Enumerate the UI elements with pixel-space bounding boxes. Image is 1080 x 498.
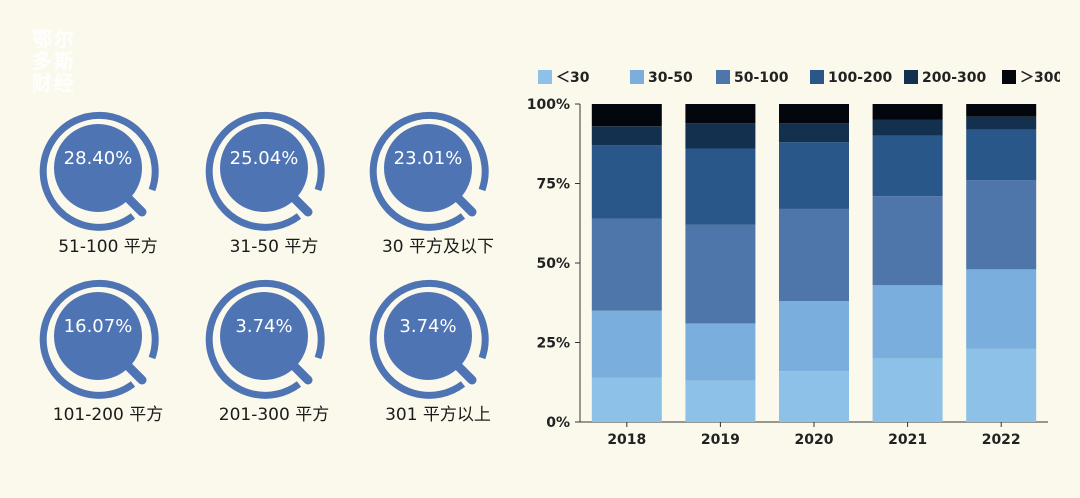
y-tick-label: 75% xyxy=(536,177,570,193)
x-tick-label: 2021 xyxy=(888,432,927,448)
stat-card: 25.04% 31-50 平方 xyxy=(204,108,354,288)
magnifier-icon xyxy=(368,276,498,406)
legend-swatch xyxy=(810,70,824,84)
bar-segment xyxy=(779,208,849,302)
stat-value: 25.04% xyxy=(229,148,299,169)
x-tick-label: 2022 xyxy=(982,432,1021,448)
bar-segment xyxy=(591,145,662,219)
bar-segment xyxy=(872,196,943,286)
bar-segment xyxy=(966,269,1037,349)
stat-card: 23.01% 30 平方及以下 xyxy=(368,108,518,288)
logo-line-3: 财经 xyxy=(32,71,76,95)
bar-segment xyxy=(591,104,662,127)
bar-segment xyxy=(591,218,662,311)
x-tick-label: 2019 xyxy=(701,432,740,448)
bar-segment xyxy=(966,104,1037,117)
logo-line-2: 多斯 xyxy=(32,49,76,73)
legend-label: 200-300 xyxy=(922,70,987,86)
stat-card: 16.07% 101-200 平方 xyxy=(38,276,188,456)
x-tick-label: 2018 xyxy=(607,432,646,448)
stat-label: 31-50 平方 xyxy=(229,237,319,257)
bar-segment xyxy=(779,371,849,422)
bar-segment xyxy=(966,129,1037,181)
bar-segment xyxy=(966,116,1037,130)
legend-label: 100-200 xyxy=(828,70,893,86)
legend-label: ＜30 xyxy=(556,70,590,86)
stat-label: 301 平方以上 xyxy=(385,405,491,425)
legend-label: ＞300 xyxy=(1020,70,1060,86)
stat-card: 3.74% 201-300 平方 xyxy=(204,276,354,456)
bar-segment xyxy=(779,123,849,143)
stat-value: 23.01% xyxy=(393,148,463,169)
stacked-bar-chart: ＜30 30-50 50-100 100-200 200-300 ＞300 0% 25% 50%… xyxy=(527,70,1060,448)
legend-swatch xyxy=(904,70,918,84)
magnifier-icon xyxy=(38,276,168,406)
x-tick-label: 2020 xyxy=(795,432,834,448)
bar-segment xyxy=(685,123,756,149)
bar-segment xyxy=(872,135,943,197)
bar-segment xyxy=(685,323,756,381)
stat-label: 51-100 平方 xyxy=(58,237,158,257)
bar-segment xyxy=(685,380,756,422)
stat-label: 101-200 平方 xyxy=(52,405,164,425)
bar-segment xyxy=(779,104,849,124)
bar-segment xyxy=(872,358,943,422)
stat-card: 28.40% 51-100 平方 xyxy=(38,108,188,288)
bar-segment xyxy=(872,104,943,120)
bar-segment xyxy=(685,148,756,225)
y-tick-label: 0% xyxy=(546,415,570,431)
magnifier-icon xyxy=(38,108,168,238)
logo-line-1: 鄂尔 xyxy=(32,27,76,51)
bar-segment xyxy=(872,119,943,136)
legend-label: 50-100 xyxy=(734,70,789,86)
magnifier-icon xyxy=(204,276,334,406)
legend-swatch xyxy=(716,70,730,84)
bar-segment xyxy=(966,348,1037,422)
stat-label: 201-300 平方 xyxy=(218,405,330,425)
bar-segment xyxy=(779,142,849,209)
legend-label: 30-50 xyxy=(648,70,693,86)
bar-segment xyxy=(779,301,849,372)
magnifier-icon xyxy=(204,108,334,238)
y-tick-label: 50% xyxy=(536,256,570,272)
stat-label: 30 平方及以下 xyxy=(381,237,495,257)
stat-card: 3.74% 301 平方以上 xyxy=(368,276,518,456)
bar-segment xyxy=(591,310,662,378)
bar-segment xyxy=(591,377,662,422)
bar-segment xyxy=(591,126,662,146)
legend-swatch xyxy=(538,70,552,84)
bar-segment xyxy=(872,285,943,359)
stat-value: 3.74% xyxy=(235,316,293,337)
y-tick-label: 100% xyxy=(527,97,570,113)
stat-value: 28.40% xyxy=(63,148,133,169)
legend-swatch xyxy=(630,70,644,84)
legend-swatch xyxy=(1002,70,1016,84)
stat-value: 3.74% xyxy=(399,316,457,337)
magnifier-icon xyxy=(368,108,498,238)
stat-value: 16.07% xyxy=(63,316,133,337)
brand-logo: 鄂尔 多斯 财经 xyxy=(32,28,108,100)
y-tick-label: 25% xyxy=(536,336,570,352)
bar-segment xyxy=(685,104,756,124)
bar-segment xyxy=(685,224,756,324)
bar-segment xyxy=(966,180,1037,270)
